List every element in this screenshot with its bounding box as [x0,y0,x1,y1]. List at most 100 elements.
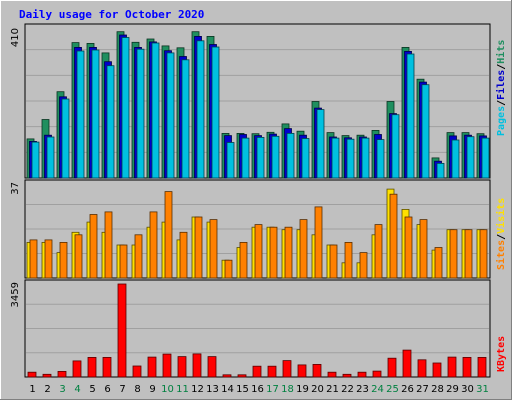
bar-sites-day-1 [29,239,38,279]
y-max-label-visits: 37 [10,182,21,195]
bar-sites-day-21 [329,244,338,279]
bar-pages-day-21 [331,137,340,179]
x-tick-label-day-23: 23 [356,384,369,395]
bar-pages-day-1 [31,141,40,179]
bar-pages-day-18 [286,132,295,179]
x-tick-label-day-4: 4 [74,384,80,395]
bar-kbytes-day-19 [297,364,307,378]
x-tick-label-day-18: 18 [281,384,294,395]
bar-kbytes-day-20 [312,363,322,378]
y-max-label-kbytes: 3459 [10,282,21,307]
bar-pages-day-14 [226,142,235,179]
legend-item: / [496,64,507,70]
legend-text: Pages/Files/Hits [495,40,507,136]
bar-sites-day-23 [359,252,368,279]
x-tick-label-day-29: 29 [446,384,459,395]
x-tick-label-day-8: 8 [134,384,140,395]
bar-pages-day-16 [256,136,265,179]
bar-sites-day-17 [269,226,278,279]
x-tick-label-day-20: 20 [311,384,324,395]
x-tick-label-day-30: 30 [461,384,474,395]
legend-item: Sites [495,240,507,270]
bar-sites-day-3 [59,241,68,279]
legend-item: Files [495,70,507,100]
x-tick-label-day-9: 9 [149,384,155,395]
x-tick-label-day-21: 21 [326,384,339,395]
x-tick-label-day-15: 15 [236,384,249,395]
bar-sites-day-26 [404,216,413,279]
x-tick-label-day-7: 7 [119,384,125,395]
panel-hits-files-pages [24,23,491,179]
bar-pages-day-9 [151,42,160,179]
x-tick-label-day-17: 17 [266,384,279,395]
bar-kbytes-day-6 [102,356,112,378]
bar-pages-day-3 [61,98,70,179]
chart-title: Daily usage for October 2020 [19,8,204,21]
bar-pages-day-26 [406,53,415,179]
x-tick-label-day-24: 24 [371,384,384,395]
bar-sites-day-14 [224,259,233,279]
legend-kbytes: KBytes [496,336,507,372]
x-tick-label-day-16: 16 [251,384,264,395]
bar-sites-day-4 [74,234,83,279]
bar-pages-day-10 [166,52,175,179]
panel-kbytes [24,279,491,378]
bar-kbytes-day-29 [447,356,457,378]
bar-kbytes-day-1 [27,371,37,378]
bar-pages-day-23 [361,137,370,179]
bar-sites-day-27 [419,219,428,279]
bar-sites-day-5 [89,214,98,279]
bar-sites-day-15 [239,241,248,279]
bar-kbytes-day-22 [342,373,352,378]
bar-kbytes-day-10 [162,353,172,378]
bar-pages-day-30 [466,136,475,179]
x-tick-label-day-2: 2 [44,384,50,395]
bar-kbytes-day-18 [282,360,292,378]
bar-kbytes-day-17 [267,365,277,378]
x-tick-label-day-25: 25 [386,384,399,395]
bar-pages-day-2 [46,136,55,179]
bar-sites-day-18 [284,226,293,279]
bar-kbytes-day-11 [177,356,187,378]
bar-pages-day-28 [436,162,445,179]
bar-pages-day-11 [181,59,190,179]
bar-pages-day-17 [271,135,280,179]
legend-hits-files-pages: Pages/Files/Hits [495,40,507,136]
x-tick-label-day-12: 12 [191,384,204,395]
bar-kbytes-day-16 [252,365,262,378]
bar-kbytes-day-25 [387,357,397,378]
bar-kbytes-day-21 [327,371,337,378]
bar-pages-day-7 [121,37,130,179]
bar-kbytes-day-5 [87,356,97,378]
legend-text: Sites/Visits [495,198,507,270]
bar-sites-day-24 [374,224,383,279]
bar-kbytes-day-12 [192,353,202,378]
bar-sites-day-16 [254,224,263,279]
legend-item: Hits [495,40,507,64]
x-tick-label-day-14: 14 [221,384,234,395]
bar-kbytes-day-30 [462,356,472,378]
bar-kbytes-day-24 [372,370,382,378]
bar-sites-day-2 [44,239,53,279]
bar-pages-day-31 [481,137,490,179]
x-tick-label-day-10: 10 [161,384,174,395]
legend-visits-sites: Sites/Visits [495,198,507,270]
bar-sites-day-31 [479,229,488,279]
x-tick-label-day-28: 28 [431,384,444,395]
legend-item: Pages [496,106,507,136]
bar-pages-day-20 [316,109,325,179]
bar-kbytes-day-7 [117,283,127,378]
x-tick-label-day-19: 19 [296,384,309,395]
x-axis-day-labels: 1 2 3 4 5 6 7 8 9 10 11 12 13 14 15 16 17 18 19 20 21 22 23 24 2… [29,384,489,395]
x-tick-label-day-27: 27 [416,384,429,395]
bar-pages-day-4 [76,50,85,179]
bar-kbytes-day-26 [402,349,412,378]
bar-sites-day-7 [119,244,128,279]
bar-kbytes-day-31 [477,356,487,378]
bar-sites-day-29 [449,229,458,279]
bar-kbytes-day-15 [237,374,247,378]
bar-sites-day-25 [389,193,398,279]
bar-sites-day-8 [134,234,143,279]
